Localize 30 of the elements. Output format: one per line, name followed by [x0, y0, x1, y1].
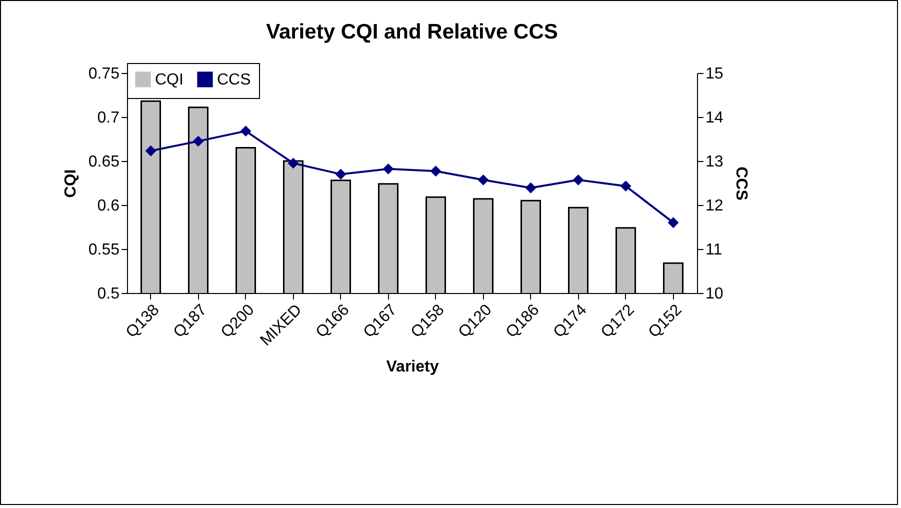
y2-tick-label: 10 — [706, 286, 724, 302]
y-tick-label: 0.5 — [97, 286, 120, 302]
legend-label: CQI — [155, 71, 184, 88]
point — [668, 217, 679, 228]
x-axis-title: Variety — [386, 358, 439, 376]
point — [572, 174, 584, 186]
y2-tick-label: 12 — [706, 198, 724, 214]
point — [240, 126, 252, 137]
point — [620, 180, 632, 192]
point — [478, 174, 489, 186]
y-tick-label: 0.7 — [97, 110, 120, 126]
y2-axis-title: CCS — [732, 166, 750, 201]
y2-tick-label: 11 — [706, 242, 722, 258]
point — [192, 136, 204, 147]
chart-title: Variety CQI and Relative CCS — [266, 20, 558, 44]
y-tick-label: 0.65 — [88, 154, 120, 170]
point — [145, 145, 156, 156]
y-tick-label: 0.6 — [97, 198, 120, 214]
point — [430, 166, 442, 177]
point — [288, 158, 299, 169]
y-tick-label: 0.55 — [88, 242, 120, 258]
y2-tick-label: 14 — [706, 110, 724, 126]
legend-label: CCS — [217, 71, 251, 88]
y2-tick-label: 13 — [706, 154, 724, 170]
y-tick-label: 0.75 — [88, 66, 120, 82]
point — [382, 163, 394, 174]
y2-tick-label: 15 — [706, 66, 724, 82]
point — [335, 168, 346, 180]
point — [525, 182, 536, 194]
y-axis-title: CQI — [62, 169, 80, 198]
